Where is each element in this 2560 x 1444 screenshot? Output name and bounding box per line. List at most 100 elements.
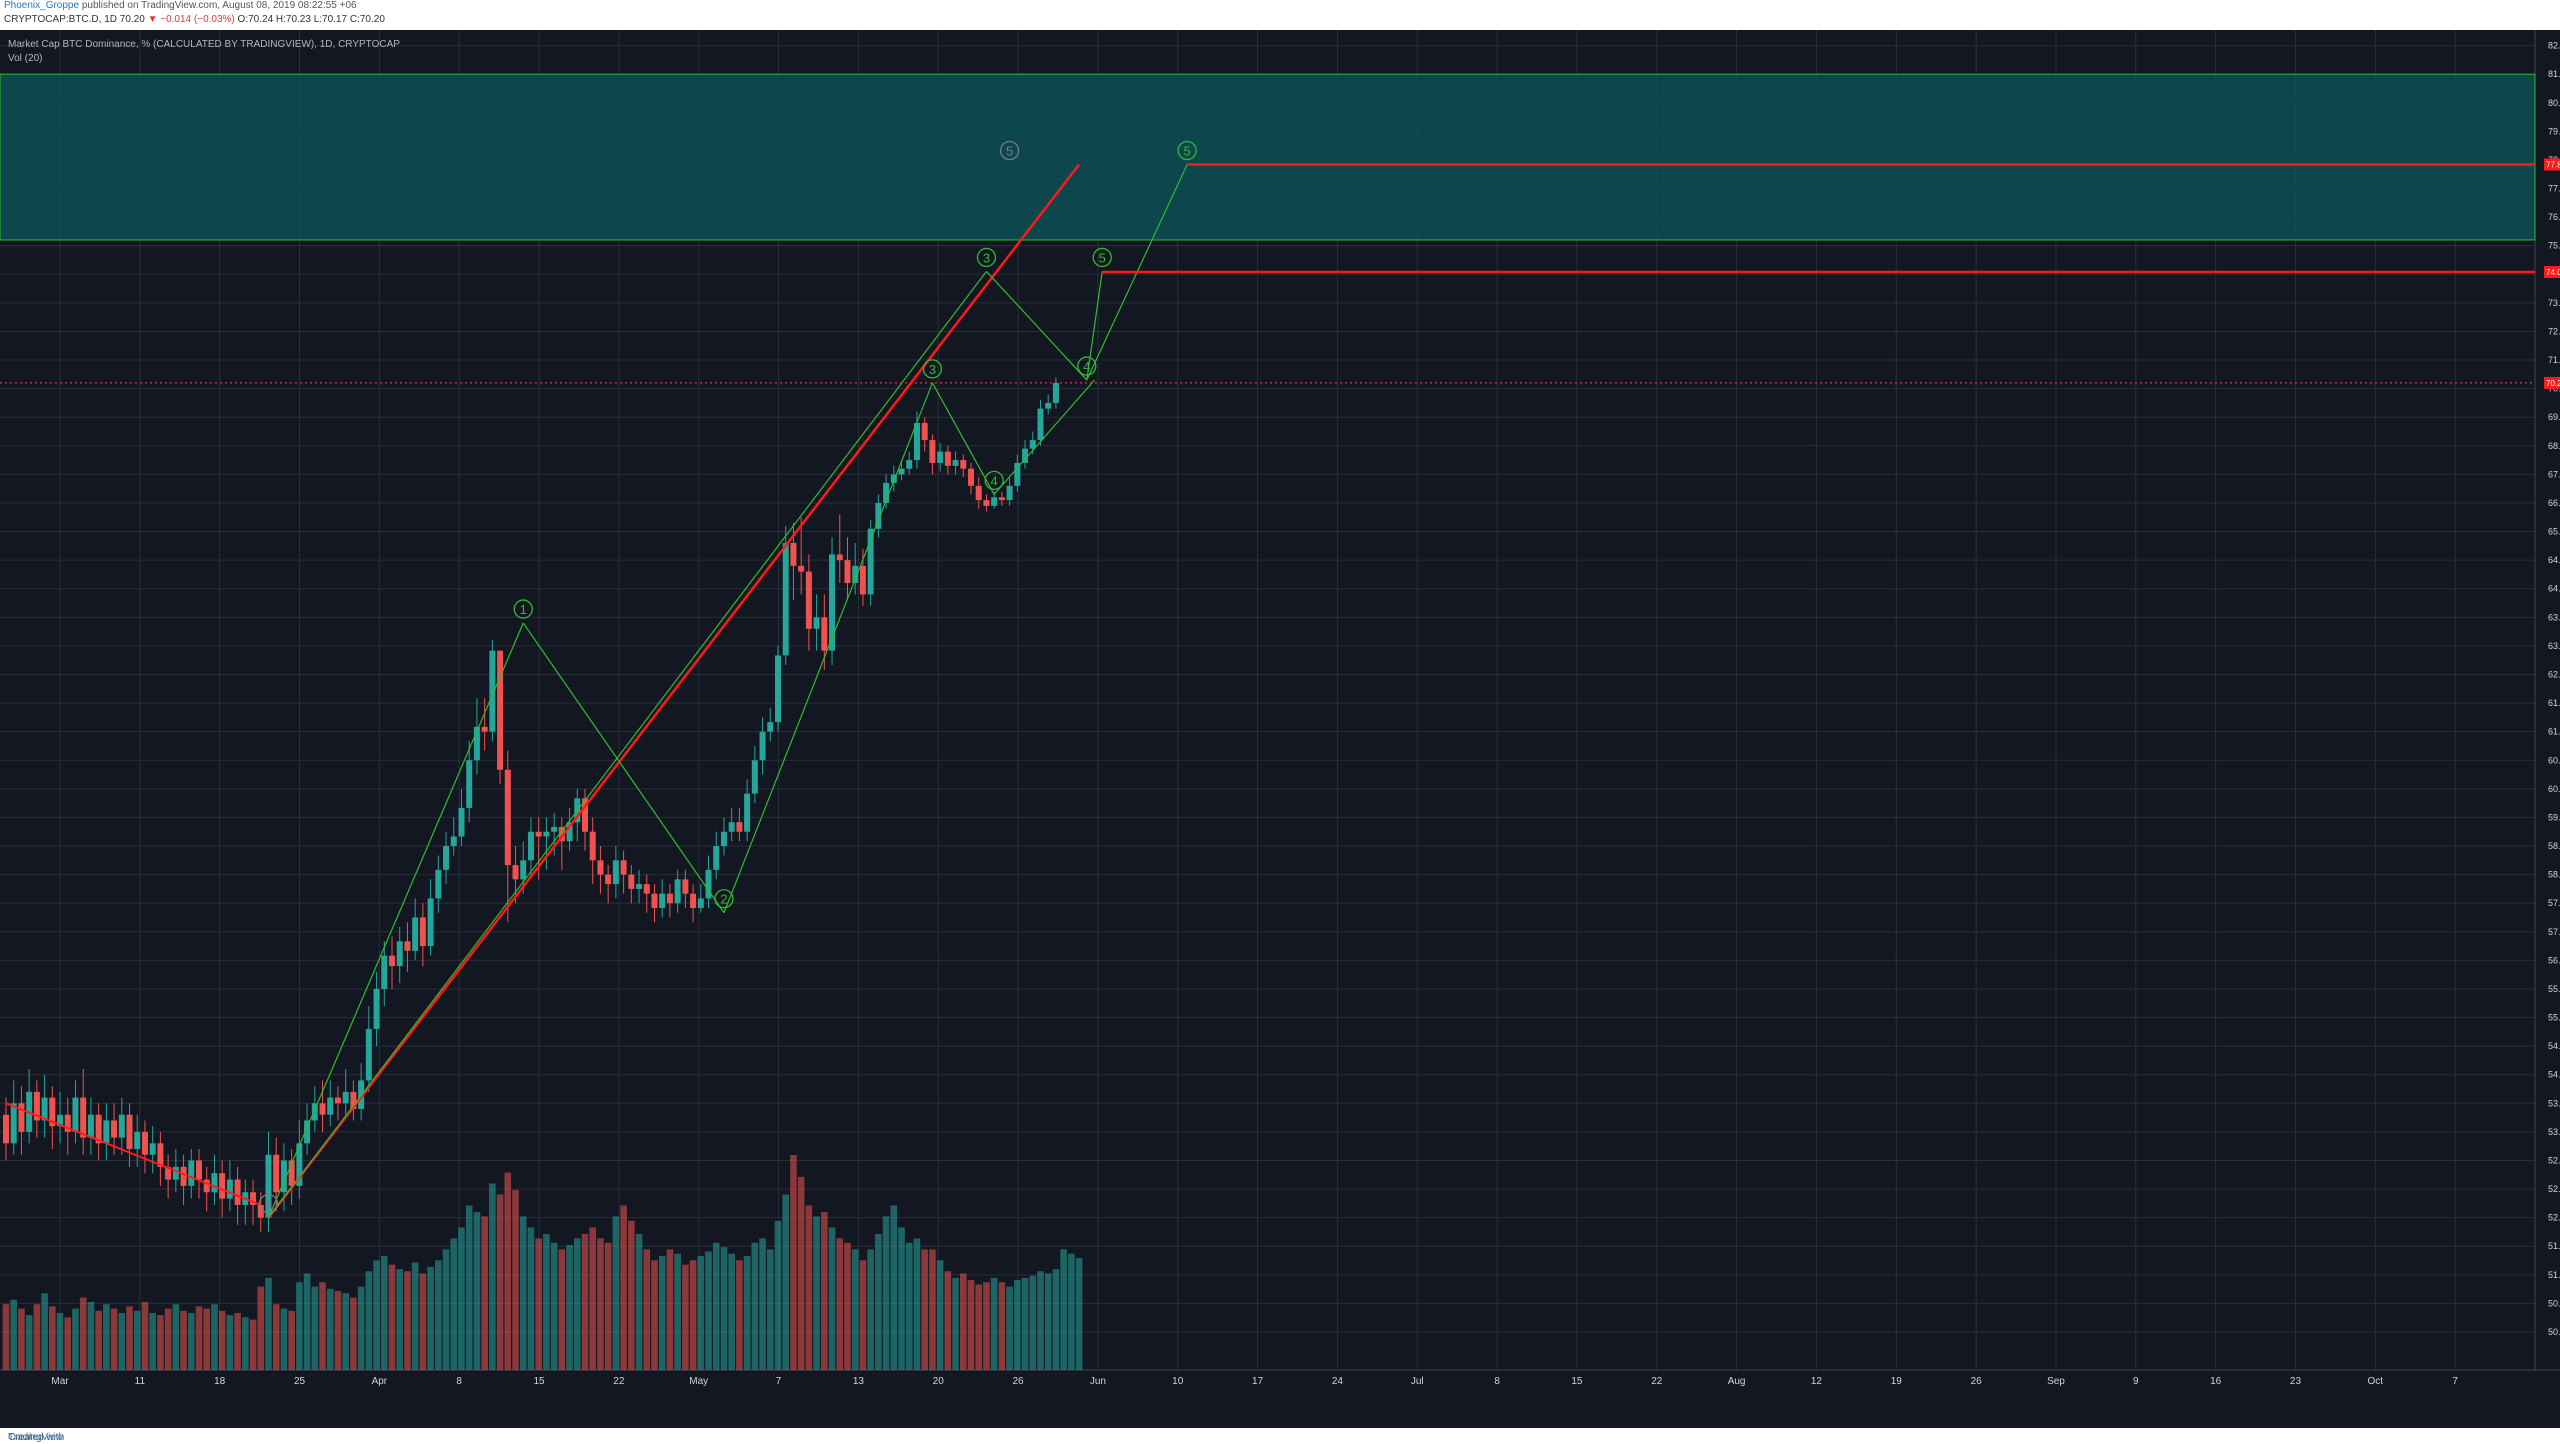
volume-bar [87, 1301, 95, 1370]
elliott-wave-line [268, 271, 987, 1219]
time-tick-label: 11 [135, 1376, 146, 1387]
time-tick-label: 26 [1971, 1376, 1983, 1387]
price-tick-label: 54.40 [2548, 1070, 2560, 1080]
candle-body [327, 1097, 334, 1115]
time-tick-label: 8 [456, 1376, 462, 1387]
candle-body [852, 565, 859, 584]
candle-body [365, 1028, 372, 1081]
volume-bar [357, 1286, 365, 1370]
time-tick-label: Apr [372, 1376, 388, 1387]
candle-body [728, 822, 735, 832]
candle-body [126, 1114, 133, 1150]
candle-body [960, 460, 967, 469]
candle-body [605, 874, 612, 885]
target-zone [0, 73, 2536, 241]
candle-body [674, 879, 681, 904]
candle-body [381, 955, 388, 989]
price-tick-label: 75.00 [2548, 241, 2560, 251]
candle-body [1037, 408, 1044, 441]
price-tick-label: 50.40 [2548, 1327, 2560, 1337]
time-tick-label: 20 [933, 1376, 945, 1387]
price-tick-label: 50.80 [2548, 1298, 2560, 1308]
price-chart[interactable]: Mar 11 18 25 Apr 8 15 22 May 7 13 20 26 Jun 10 17 24 Jul 8… [0, 30, 2560, 1428]
candle-body [497, 650, 504, 770]
candle-body [836, 554, 843, 561]
chart-area[interactable]: Mar 11 18 25 Apr 8 15 22 May 7 13 20 26 Jun 10 17 24 Jul 8… [0, 30, 2560, 1428]
price-tick-label: 79.00 [2548, 126, 2560, 136]
volume-bar [435, 1260, 442, 1370]
author-link[interactable]: Phoenix_Groppe [4, 0, 80, 11]
time-tick-label: Sep [2047, 1376, 2065, 1387]
candle-body [944, 451, 951, 466]
volume-bar [396, 1269, 404, 1370]
price-tick-label: 77.00 [2548, 184, 2560, 194]
target-price-badge: 74.08 [2546, 268, 2560, 277]
candle-body [64, 1114, 71, 1132]
time-tick-label: 22 [613, 1376, 625, 1387]
volume-bar [489, 1183, 496, 1370]
chart-legend: Market Cap BTC Dominance, % (CALCULATED … [8, 38, 400, 66]
candle-body [705, 869, 712, 899]
candle-body [612, 860, 619, 885]
candle-body [250, 1192, 257, 1205]
price-tick-label: 59.40 [2548, 812, 2560, 822]
candle-body [929, 440, 936, 463]
wave-label: 1 [520, 602, 527, 617]
volume-bar [404, 1271, 411, 1370]
candle-body [103, 1120, 110, 1144]
volume-bar [133, 1310, 141, 1370]
volume-bar [126, 1306, 133, 1370]
volume-bar [473, 1212, 481, 1370]
volume-bar [41, 1293, 48, 1370]
volume-bar [573, 1238, 581, 1370]
candle-body [226, 1179, 233, 1199]
candle-body [813, 617, 820, 629]
candle-body [72, 1097, 79, 1132]
candle-body [257, 1204, 264, 1218]
price-tick-label: 57.60 [2548, 898, 2560, 908]
tradingview-brand[interactable]: TradingView [8, 1432, 64, 1443]
candle-body [937, 451, 944, 463]
volume-bar [550, 1242, 558, 1370]
wave-label: 4 [265, 1197, 272, 1212]
candle-body [767, 722, 774, 732]
time-tick-label: 15 [533, 1376, 545, 1387]
volume-bar [581, 1233, 589, 1370]
price-tick-label: 72.00 [2548, 326, 2560, 336]
legend-title: Market Cap BTC Dominance, % (CALCULATED … [8, 39, 400, 50]
wave-label-circle [1092, 247, 1112, 268]
time-tick-label: 7 [776, 1376, 782, 1387]
volume-bar [944, 1271, 952, 1370]
candle-body [659, 893, 666, 908]
volume-bar [736, 1260, 743, 1370]
candle-body [1022, 448, 1029, 463]
candle-body [620, 860, 627, 875]
volume-bar [875, 1233, 882, 1370]
volume-bar [296, 1282, 303, 1370]
volume-bar [620, 1205, 627, 1370]
candle-body [304, 1120, 311, 1144]
volume-bar [110, 1308, 118, 1370]
volume-bar [373, 1260, 380, 1370]
volume-bar [326, 1288, 334, 1370]
volume-bar [10, 1299, 18, 1370]
volume-bar [543, 1233, 550, 1370]
candle-body [975, 485, 982, 501]
price-tick-label: 61.20 [2548, 727, 2560, 737]
candle-body [288, 1160, 295, 1186]
price-tick-label: 54.90 [2548, 1041, 2560, 1051]
candle-body [41, 1097, 48, 1121]
volume-bar [898, 1227, 905, 1370]
candle-body [551, 826, 558, 832]
volume-bar [226, 1315, 234, 1370]
wave-label-circle [513, 599, 533, 619]
volume-bar [674, 1253, 681, 1370]
time-tick-label: 18 [214, 1376, 226, 1387]
volume-bar [612, 1216, 620, 1370]
volume-bar [427, 1266, 434, 1370]
price-tick-label: 57.00 [2548, 927, 2560, 937]
volume-bar [990, 1277, 998, 1370]
volume-bar [172, 1304, 180, 1370]
volume-bar [828, 1227, 836, 1370]
wave-label-circle [1177, 140, 1197, 161]
